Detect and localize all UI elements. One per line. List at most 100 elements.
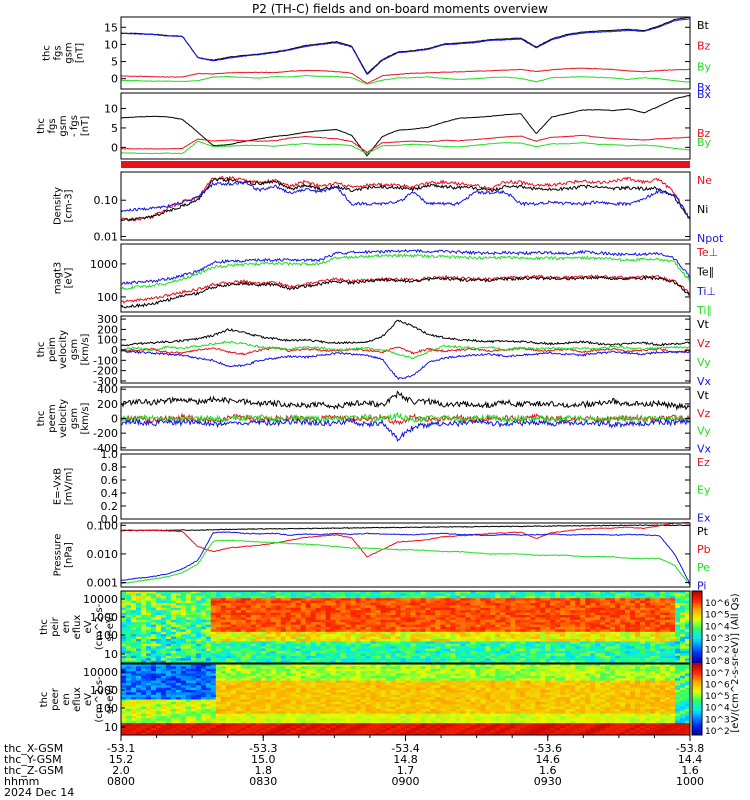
spectrogram-cell bbox=[635, 612, 641, 616]
spectrogram-cell bbox=[580, 595, 586, 599]
spectrogram-cell bbox=[320, 605, 326, 609]
spectrogram-cell bbox=[465, 634, 471, 637]
spectrogram-cell bbox=[126, 678, 132, 681]
spectrogram-cell bbox=[325, 598, 331, 601]
spectrogram-cell bbox=[605, 655, 611, 659]
spectrogram-cell bbox=[141, 664, 147, 667]
spectrogram-cell bbox=[245, 615, 252, 618]
legend-temp-2: Ti⊥ bbox=[696, 285, 716, 298]
spectrogram-cell bbox=[325, 624, 331, 628]
spectrogram-cell bbox=[270, 627, 277, 630]
spectrogram-cell bbox=[215, 690, 222, 693]
spectrogram-cell bbox=[225, 631, 232, 635]
spectrogram-cell bbox=[315, 716, 322, 719]
spectrogram-cell bbox=[126, 593, 132, 597]
spectrogram-cell bbox=[155, 666, 162, 670]
spectrogram-cell bbox=[620, 631, 626, 635]
spectrogram-cell bbox=[290, 655, 297, 659]
spectrogram-cell bbox=[450, 617, 456, 621]
spectrogram-cell bbox=[340, 600, 346, 604]
spectrogram-cell bbox=[640, 591, 646, 594]
spectrogram-cell bbox=[430, 639, 436, 642]
spectrogram-cell bbox=[245, 639, 252, 642]
spectrogram-cell bbox=[590, 595, 596, 599]
spectrogram-cell bbox=[480, 641, 486, 645]
spectrogram-cell bbox=[141, 607, 147, 611]
spectrogram-cell bbox=[300, 678, 307, 681]
spectrogram-cell bbox=[345, 631, 351, 635]
spectrogram-cell bbox=[550, 653, 556, 657]
spectrogram-cell bbox=[565, 655, 571, 659]
spectrogram-cell bbox=[320, 648, 326, 652]
spectrogram-cell bbox=[165, 643, 172, 647]
spectrogram-cell bbox=[330, 593, 336, 597]
spectrogram-cell bbox=[320, 595, 326, 599]
spectrogram-cell bbox=[550, 622, 556, 625]
spectrogram-cell bbox=[525, 660, 531, 664]
spectrogram-cell bbox=[225, 687, 232, 691]
spectrogram-cell bbox=[200, 678, 207, 681]
spectrogram-cell bbox=[200, 711, 207, 715]
spectrogram-cell bbox=[335, 692, 341, 696]
y-axis-label: gsm bbox=[58, 115, 69, 136]
spectrogram-cell bbox=[160, 675, 167, 679]
spectrogram-cell bbox=[345, 680, 351, 684]
spectrogram-cell bbox=[350, 648, 356, 652]
spectrogram-cell bbox=[295, 615, 302, 618]
spectrogram-cell bbox=[490, 622, 496, 625]
spectrogram-cell bbox=[200, 648, 207, 652]
spectrogram-cell bbox=[395, 615, 401, 618]
spectrogram-cell bbox=[290, 624, 297, 628]
spectrogram-cell bbox=[450, 646, 456, 649]
spectrogram-cell bbox=[420, 619, 426, 623]
spectrogram-cell bbox=[590, 598, 596, 601]
spectrogram-cell bbox=[545, 624, 551, 628]
spectrogram-cell bbox=[315, 605, 322, 609]
spectrogram-cell bbox=[280, 615, 287, 618]
spectrogram-cell bbox=[470, 627, 476, 630]
spectrogram-cell bbox=[440, 600, 446, 604]
spectrogram-cell bbox=[505, 641, 511, 645]
spectrogram-cell bbox=[655, 615, 661, 618]
spectrogram-cell bbox=[155, 682, 162, 686]
spectrogram-cell bbox=[275, 631, 282, 635]
spectrogram-cell bbox=[205, 651, 212, 654]
spectrogram-cell bbox=[660, 593, 666, 597]
spectrogram-cell bbox=[370, 591, 376, 594]
spectrogram-cell bbox=[680, 655, 686, 659]
spectrogram-cell bbox=[620, 636, 626, 640]
spectrogram-cell bbox=[155, 627, 162, 630]
spectrogram-cell bbox=[235, 617, 242, 621]
spectrogram-cell bbox=[220, 653, 227, 657]
spectrogram-cell bbox=[580, 629, 586, 633]
spectrogram-cell bbox=[310, 699, 317, 703]
spectrogram-cell bbox=[460, 595, 466, 599]
spectrogram-cell bbox=[505, 631, 511, 635]
spectrogram-cell bbox=[610, 600, 616, 604]
spectrogram-cell bbox=[415, 629, 421, 633]
spectrogram-cell bbox=[315, 668, 322, 672]
spectrogram-cell bbox=[365, 605, 371, 609]
spectrogram-cell bbox=[630, 639, 636, 642]
spectrogram-cell bbox=[141, 634, 147, 637]
spectrogram-cell bbox=[121, 682, 127, 686]
spectrogram-cell bbox=[280, 718, 287, 722]
spectrogram-cell bbox=[131, 653, 137, 657]
spectrogram-cell bbox=[170, 622, 177, 625]
spectrogram-cell bbox=[335, 629, 341, 633]
spectrogram-cell bbox=[255, 682, 262, 686]
spectrogram-cell bbox=[455, 619, 461, 623]
spectrogram-cell bbox=[195, 648, 202, 652]
spectrogram-cell bbox=[605, 641, 611, 645]
spectrogram-cell bbox=[230, 711, 237, 715]
spectrogram-cell bbox=[560, 593, 566, 597]
spectrogram-cell bbox=[375, 622, 381, 625]
spectrogram-cell bbox=[595, 605, 601, 609]
spectrogram-cell bbox=[280, 648, 287, 652]
spectrogram-cell bbox=[625, 627, 631, 630]
spectrogram-cell bbox=[210, 603, 217, 606]
spectrogram-cell bbox=[146, 673, 152, 677]
spectrogram-cell bbox=[210, 624, 217, 628]
spectrogram-cell bbox=[420, 660, 426, 664]
spectrogram-cell bbox=[320, 653, 326, 657]
